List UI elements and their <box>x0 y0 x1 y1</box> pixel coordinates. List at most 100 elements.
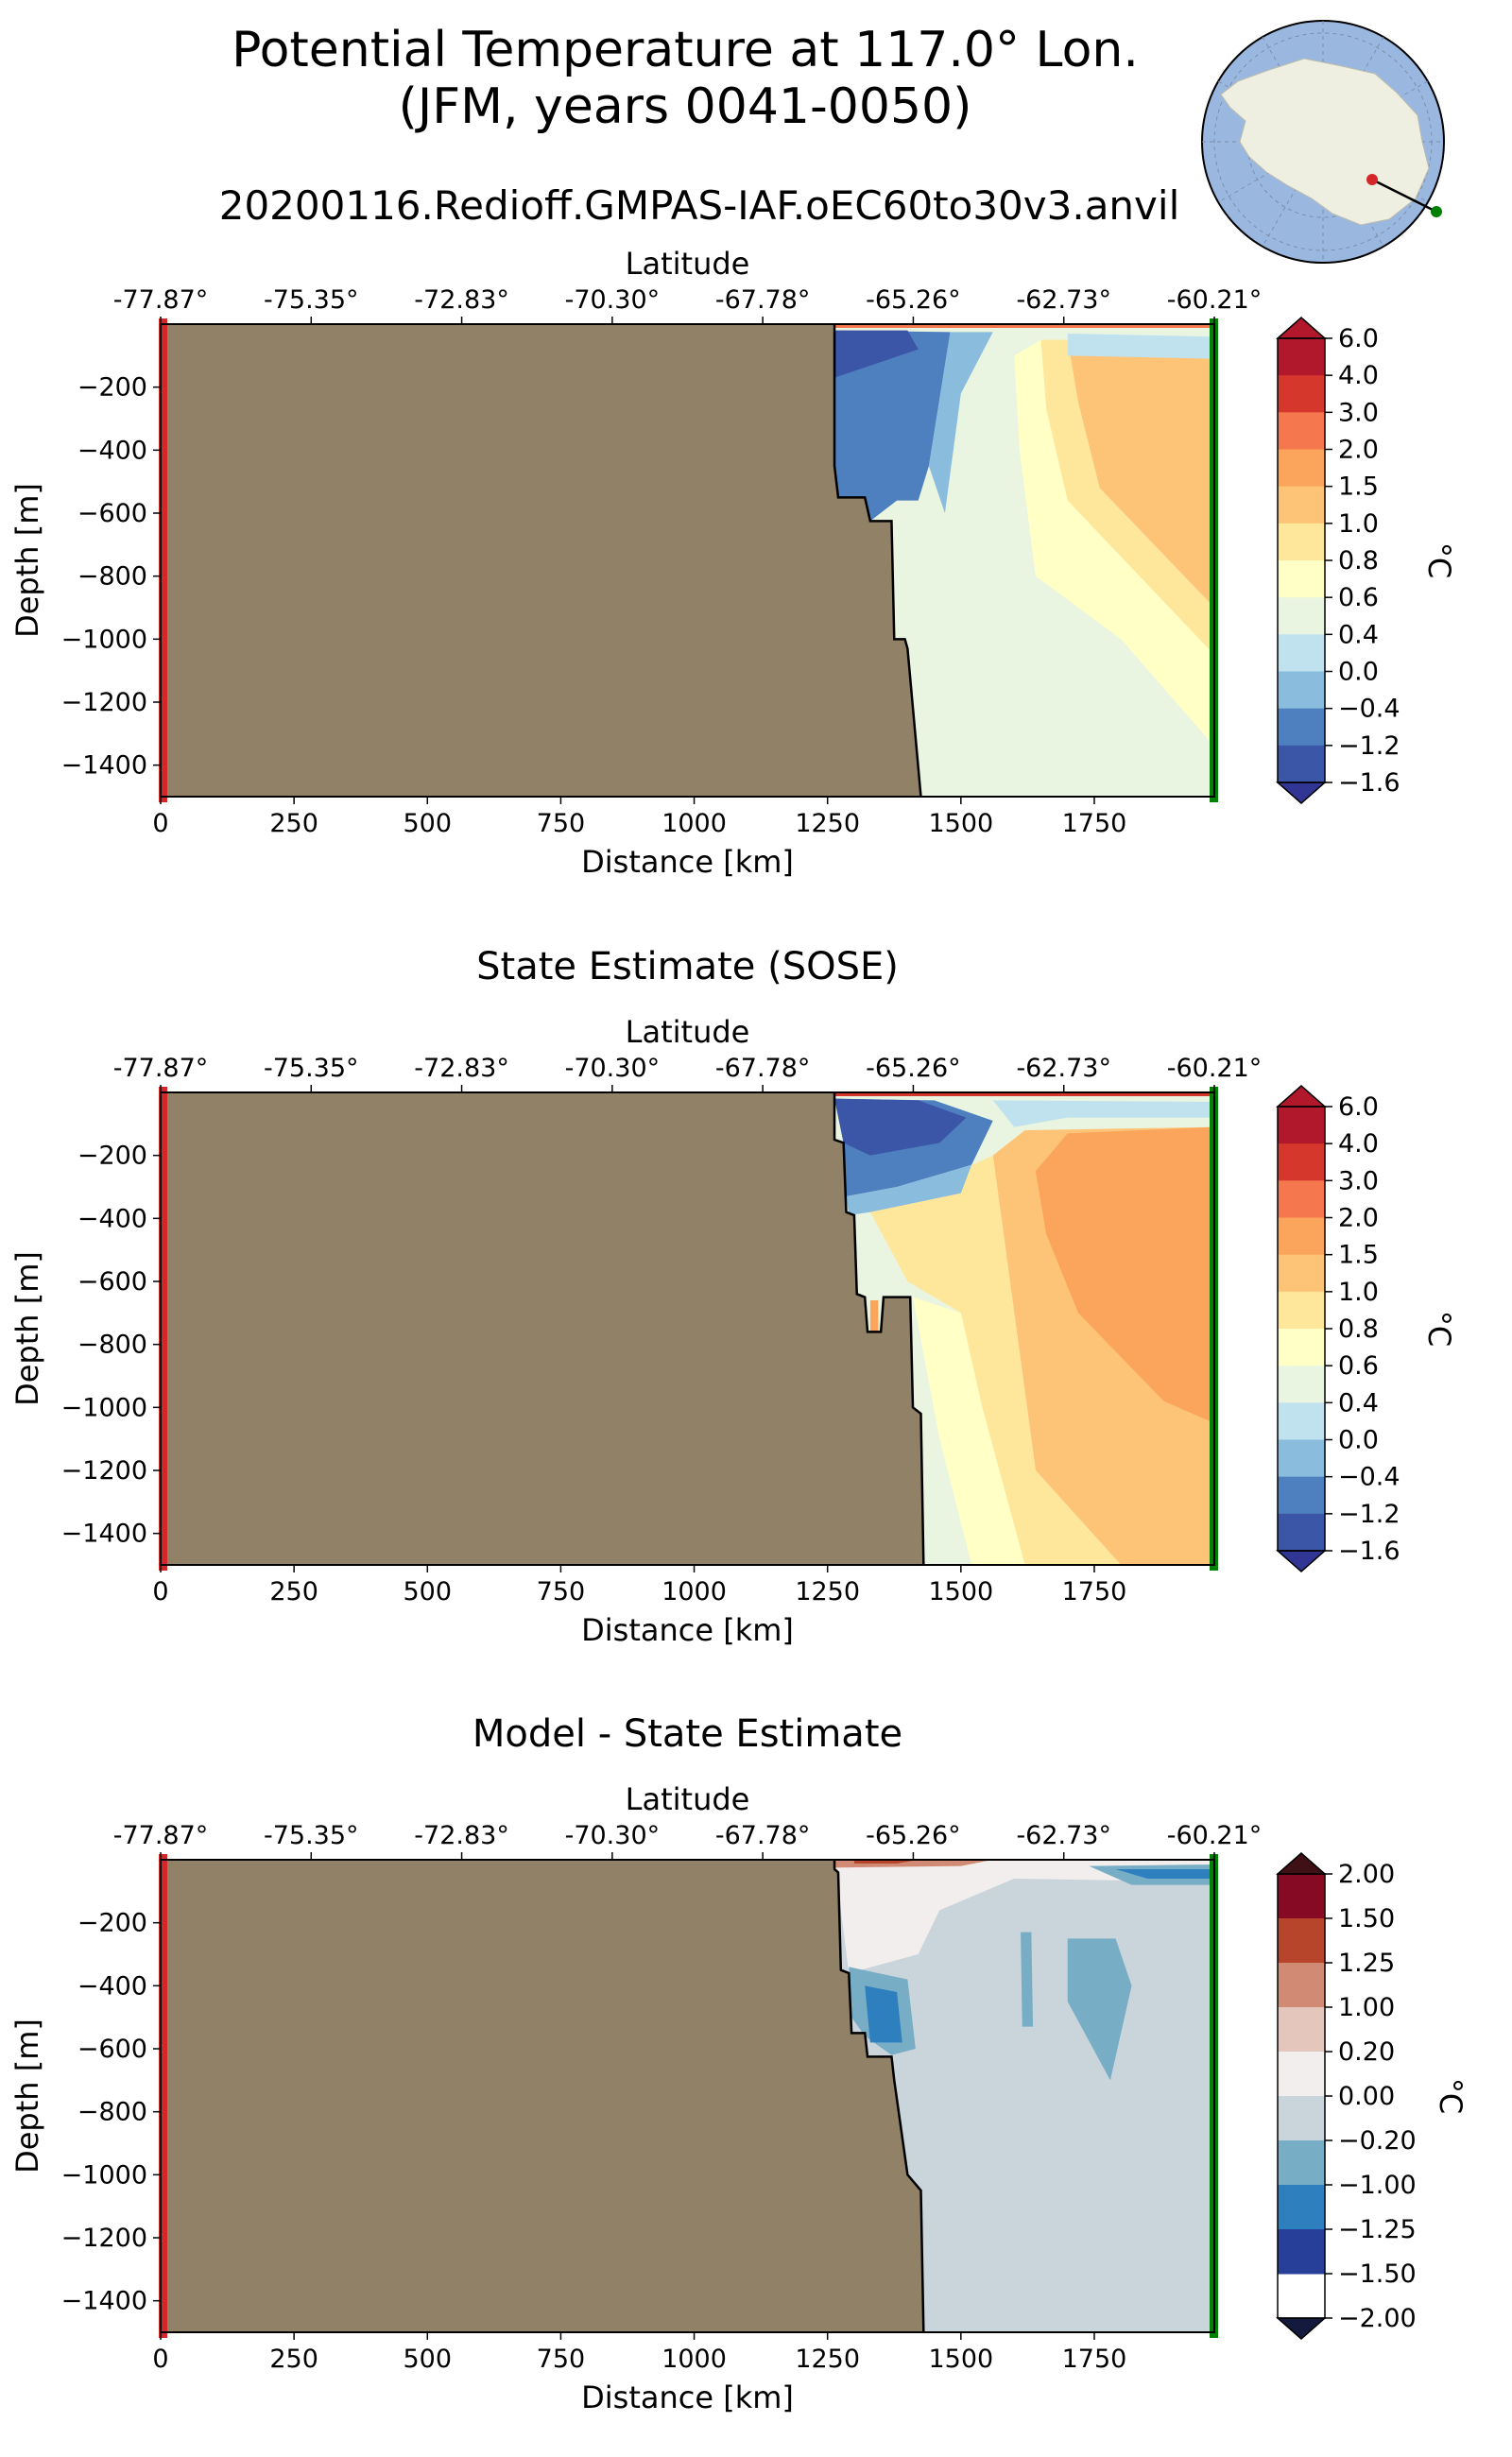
colorbar-swatch <box>1278 449 1325 488</box>
lat-tick-label: -65.26° <box>866 1054 961 1083</box>
colorbar-tick-label: 0.4 <box>1338 620 1379 649</box>
x-tick-label: 1750 <box>1062 2345 1127 2374</box>
colorbar-tick-label: 2.0 <box>1338 436 1379 465</box>
contour-pale-green-deep <box>923 1438 972 1565</box>
lat-tick-label: -62.73° <box>1016 1821 1111 1850</box>
transect-start-marker <box>159 318 167 802</box>
panel-title: State Estimate (SOSE) <box>476 945 899 988</box>
colorbar-extend-bottom <box>1276 2317 1327 2340</box>
y-tick-label: −1400 <box>61 751 147 781</box>
colorbar-swatch <box>1278 1107 1325 1144</box>
colorbar-extend-bottom <box>1276 1550 1327 1572</box>
inset-transect-line <box>1371 178 1437 214</box>
x-tick-label: 1000 <box>662 1577 727 1606</box>
colorbar-tick-label: −0.4 <box>1338 695 1400 724</box>
colorbar-swatch <box>1278 1513 1325 1552</box>
colorbar-swatch <box>1278 1402 1325 1440</box>
x-axis-label: Distance [km] <box>581 2380 794 2415</box>
colorbar-tick-label: 1.50 <box>1338 1904 1395 1933</box>
colorbar-swatch <box>1278 1180 1325 1218</box>
colorbar-swatch <box>1278 1439 1325 1478</box>
bathymetry-line <box>833 1860 925 2333</box>
latitude-axis-label: Latitude <box>626 246 750 282</box>
colorbar-swatch <box>1278 2096 1325 2141</box>
figure-title-line2: (JFM, years 0041-0050) <box>399 78 972 135</box>
contour-cold-shelf <box>834 330 951 522</box>
y-tick-label: −800 <box>77 2098 147 2127</box>
colorbar-tick-label: −1.2 <box>1338 731 1400 761</box>
panel-sose: State Estimate (SOSE) Latitude 0 250 500 750 1… <box>9 945 1457 1648</box>
lat-tick-label: -62.73° <box>1016 285 1111 315</box>
panel-model: Latitude 0 250 500 750 1000 1250 1500 1750 Distan… <box>9 246 1457 880</box>
x-tick-label: 1250 <box>795 2345 860 2374</box>
x-tick-label: 1250 <box>795 809 860 838</box>
y-tick-label: −1000 <box>61 1393 147 1422</box>
colorbar-swatch <box>1278 634 1325 672</box>
colorbar-tick-label: 0.8 <box>1338 1314 1379 1344</box>
lat-tick-label: -75.35° <box>264 1821 359 1850</box>
y-tick-label: −1000 <box>61 2160 147 2190</box>
x-tick-label: 1500 <box>928 809 993 838</box>
colorbar-tick-label: 0.8 <box>1338 546 1379 576</box>
colorbar-tick-label: −2.00 <box>1338 2304 1417 2333</box>
colorbar-tick-label: 4.0 <box>1338 361 1379 390</box>
contour-light-orange <box>1067 339 1214 608</box>
lat-tick-label: -70.30° <box>565 1821 661 1850</box>
colorbar-tick-label: −1.00 <box>1338 2171 1417 2200</box>
colorbar-tick-label: 1.0 <box>1338 1278 1379 1307</box>
colorbar-tick-label: 6.0 <box>1338 324 1379 353</box>
colorbar-tick-label: 1.25 <box>1338 1949 1395 1978</box>
y-tick-label: −800 <box>77 1331 147 1360</box>
x-tick-label: 500 <box>404 809 453 838</box>
colorbar-swatch <box>1278 1254 1325 1293</box>
lat-tick-label: -77.87° <box>113 1821 209 1850</box>
lat-tick-label: -67.78° <box>715 1821 811 1850</box>
lat-tick-label: -67.78° <box>715 285 811 315</box>
x-axis-label: Distance [km] <box>581 844 794 880</box>
lat-tick-label: -75.35° <box>264 1054 359 1083</box>
x-tick-label: 500 <box>404 1577 453 1606</box>
lat-tick-label: -72.83° <box>414 1054 509 1083</box>
x-tick-label: 1500 <box>928 2345 993 2374</box>
y-tick-label: −1200 <box>61 1456 147 1486</box>
y-tick-label: −1400 <box>61 1520 147 1549</box>
y-tick-label: −200 <box>77 373 147 403</box>
colorbar-tick-label: 4.0 <box>1338 1129 1379 1159</box>
panel-difference: Model - State Estimate Latitude 0 250 500 750… <box>9 1712 1469 2415</box>
contour-coldest-core <box>834 330 919 378</box>
latitude-axis-label: Latitude <box>626 1781 750 1817</box>
colorbar-tick-label: 3.0 <box>1338 1166 1379 1195</box>
x-axis-label: Distance [km] <box>581 1612 794 1648</box>
lat-tick-label: -67.78° <box>715 1054 811 1083</box>
colorbar-tick-label: 0.4 <box>1338 1388 1379 1418</box>
x-tick-label: 1750 <box>1062 1577 1127 1606</box>
colorbar-swatch <box>1278 1143 1325 1181</box>
lat-tick-label: -60.21° <box>1167 1054 1263 1083</box>
colorbar-swatch <box>1278 1366 1325 1403</box>
y-tick-label: −1200 <box>61 2224 147 2253</box>
colorbar-tick-label: 0.6 <box>1338 583 1379 612</box>
colorbar: 2.00 1.50 1.25 1.00 0.20 0.00 −0.20 −1.00 −1.25 −… <box>1276 1852 1469 2340</box>
run-name: 20200116.Redioff.GMPAS-IAF.oEC60to30v3.a… <box>219 182 1180 229</box>
colorbar-tick-label: 1.0 <box>1338 509 1379 539</box>
colorbar-tick-label: 0.0 <box>1338 658 1379 687</box>
contour-pale-yellow-mid <box>1040 339 1214 655</box>
panel-title: Model - State Estimate <box>472 1712 902 1756</box>
colorbar-swatch <box>1278 1291 1325 1330</box>
lat-tick-label: -60.21° <box>1167 285 1263 315</box>
colorbar-tick-label: 3.0 <box>1338 398 1379 427</box>
lat-tick-label: -77.87° <box>113 285 209 315</box>
x-tick-label: 750 <box>537 809 586 838</box>
x-tick-label: 0 <box>152 2345 168 2374</box>
colorbar-swatch <box>1278 1874 1325 1919</box>
x-tick-label: 500 <box>404 2345 453 2374</box>
lat-tick-label: -75.35° <box>264 285 359 315</box>
y-tick-label: −600 <box>77 499 147 528</box>
y-tick-label: −1000 <box>61 625 147 654</box>
inset-transect-end <box>1431 206 1442 217</box>
colorbar-tick-label: −0.20 <box>1338 2126 1417 2156</box>
y-tick-label: −400 <box>77 1204 147 1233</box>
y-tick-label: −600 <box>77 2035 147 2064</box>
lat-tick-label: -60.21° <box>1167 1821 1263 1850</box>
